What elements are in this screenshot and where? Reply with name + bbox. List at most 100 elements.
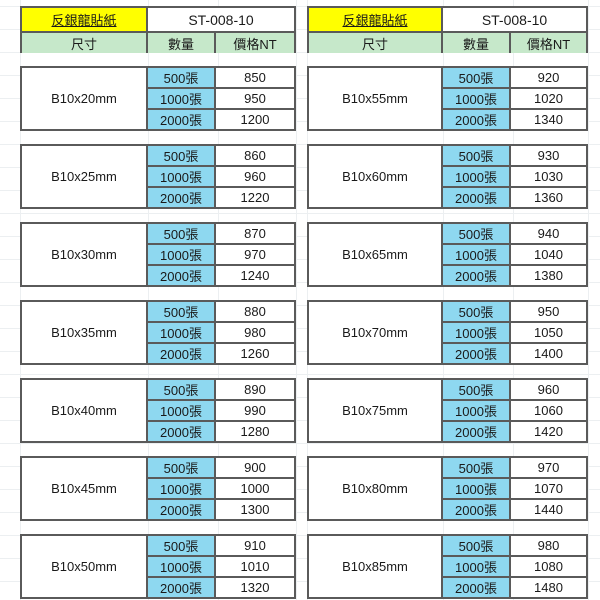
product-size-cell: B10x20mm [22,68,148,129]
quantity-cell: 1000張 [443,401,511,420]
product-size-cell: B10x65mm [309,224,443,285]
price-row: 500張 890 [148,380,294,399]
column-header-size: 尺寸 [22,33,148,53]
price-row: 2000張 1420 [443,420,586,441]
quantity-cell: 500張 [148,146,216,165]
price-cell: 1420 [511,422,586,441]
product-block: B10x75mm 500張 960 1000張 1060 2000張 1420 [307,378,588,443]
price-cell: 1320 [216,578,294,597]
price-row: 500張 930 [443,146,586,165]
price-cell: 960 [216,167,294,186]
product-block: B10x55mm 500張 920 1000張 1020 2000張 1340 [307,66,588,131]
price-cell: 930 [511,146,586,165]
quantity-cell: 500張 [148,458,216,477]
quantity-cell: 500張 [443,536,511,555]
price-rows: 500張 950 1000張 1050 2000張 1400 [443,302,586,363]
price-cell: 860 [216,146,294,165]
price-cell: 1040 [511,245,586,264]
price-row: 1000張 1030 [443,165,586,186]
price-cell: 940 [511,224,586,243]
price-row: 2000張 1300 [148,498,294,519]
price-row: 1000張 970 [148,243,294,264]
price-cell: 1280 [216,422,294,441]
price-cell: 880 [216,302,294,321]
quantity-cell: 500張 [148,68,216,87]
price-row: 500張 850 [148,68,294,87]
quantity-cell: 500張 [148,380,216,399]
price-row: 1000張 960 [148,165,294,186]
price-row: 500張 860 [148,146,294,165]
product-code-cell: ST-008-10 [443,8,586,31]
price-cell: 980 [216,323,294,342]
quantity-cell: 1000張 [148,167,216,186]
product-block: B10x65mm 500張 940 1000張 1040 2000張 1380 [307,222,588,287]
price-row: 500張 910 [148,536,294,555]
price-row: 1000張 990 [148,399,294,420]
quantity-cell: 2000張 [443,110,511,129]
quantity-cell: 1000張 [148,557,216,576]
product-size-cell: B10x45mm [22,458,148,519]
product-size-cell: B10x35mm [22,302,148,363]
price-row: 2000張 1240 [148,264,294,285]
quantity-cell: 1000張 [443,245,511,264]
product-name-cell: 反銀龍貼紙 [309,8,443,31]
price-row: 1000張 1080 [443,555,586,576]
price-cell: 960 [511,380,586,399]
right-table-header-block: 反銀龍貼紙 ST-008-10 尺寸 數量 價格NT [307,6,588,53]
price-cell: 1070 [511,479,586,498]
price-row: 500張 960 [443,380,586,399]
price-cell: 1010 [216,557,294,576]
quantity-cell: 1000張 [443,479,511,498]
price-cell: 970 [216,245,294,264]
quantity-cell: 1000張 [148,401,216,420]
product-name-text: 反銀龍貼紙 [342,13,408,28]
price-rows: 500張 960 1000張 1060 2000張 1420 [443,380,586,441]
quantity-cell: 1000張 [443,323,511,342]
price-row: 500張 900 [148,458,294,477]
price-row: 2000張 1480 [443,576,586,597]
product-block: B10x70mm 500張 950 1000張 1050 2000張 1400 [307,300,588,365]
product-block: B10x85mm 500張 980 1000張 1080 2000張 1480 [307,534,588,599]
price-cell: 1030 [511,167,586,186]
price-rows: 500張 970 1000張 1070 2000張 1440 [443,458,586,519]
product-block: B10x25mm 500張 860 1000張 960 2000張 1220 [20,144,296,209]
price-row: 500張 880 [148,302,294,321]
price-rows: 500張 850 1000張 950 2000張 1200 [148,68,294,129]
price-row: 2000張 1320 [148,576,294,597]
column-header-size: 尺寸 [309,33,443,53]
quantity-cell: 500張 [443,146,511,165]
price-row: 2000張 1440 [443,498,586,519]
quantity-cell: 2000張 [443,422,511,441]
quantity-cell: 500張 [148,536,216,555]
price-row: 2000張 1280 [148,420,294,441]
price-cell: 950 [511,302,586,321]
quantity-cell: 500張 [443,380,511,399]
quantity-cell: 1000張 [443,167,511,186]
price-row: 1000張 1040 [443,243,586,264]
price-row: 2000張 1400 [443,342,586,363]
price-row: 1000張 1020 [443,87,586,108]
price-row: 500張 950 [443,302,586,321]
quantity-cell: 500張 [148,302,216,321]
product-size-cell: B10x40mm [22,380,148,441]
price-cell: 1400 [511,344,586,363]
product-size-cell: B10x75mm [309,380,443,441]
product-name-text: 反銀龍貼紙 [51,13,117,28]
price-row: 500張 970 [443,458,586,477]
price-row: 2000張 1200 [148,108,294,129]
price-cell: 1220 [216,188,294,207]
product-block: B10x60mm 500張 930 1000張 1030 2000張 1360 [307,144,588,209]
left-table-column-header-row: 尺寸 數量 價格NT [22,31,294,53]
quantity-cell: 1000張 [148,245,216,264]
price-cell: 920 [511,68,586,87]
quantity-cell: 2000張 [443,578,511,597]
quantity-cell: 2000張 [148,188,216,207]
column-header-quantity: 數量 [148,33,216,53]
price-rows: 500張 980 1000張 1080 2000張 1480 [443,536,586,597]
column-header-quantity: 數量 [443,33,511,53]
product-size-cell: B10x25mm [22,146,148,207]
price-cell: 970 [511,458,586,477]
price-cell: 1480 [511,578,586,597]
price-rows: 500張 910 1000張 1010 2000張 1320 [148,536,294,597]
